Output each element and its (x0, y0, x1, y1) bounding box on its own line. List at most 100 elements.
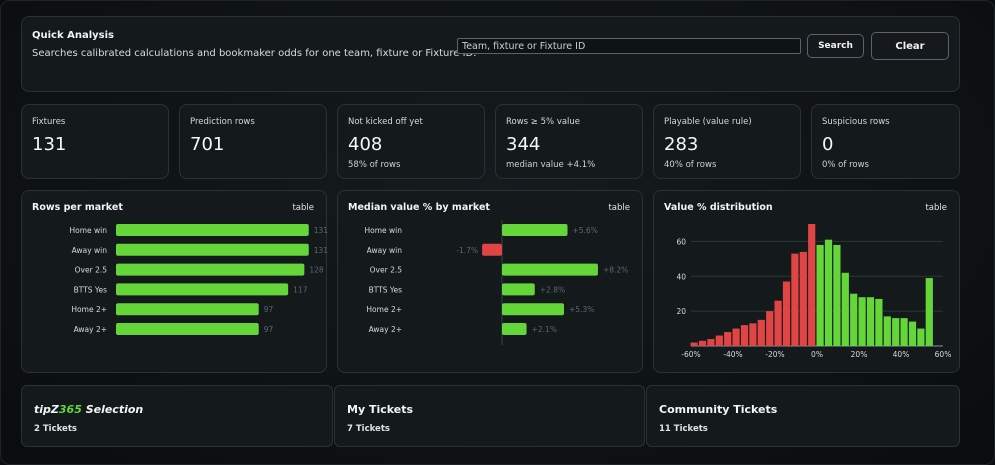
histogram-bar (732, 328, 740, 346)
rows-per-market-chart: Home win 131 Away win 131 Over 2.5 128 BTTS Ye… (21, 190, 328, 373)
tipz-selection-tile[interactable]: tipZ365 Selection 2 Tickets (21, 385, 333, 447)
search-button[interactable]: Search (807, 34, 864, 58)
bar (502, 224, 568, 236)
quick-analysis-panel: Quick Analysis Searches calibrated calcu… (21, 16, 960, 92)
stat-value: 0 (822, 134, 834, 155)
category-label: Over 2.5 (75, 266, 108, 275)
category-label: Away 2+ (74, 325, 107, 334)
bar (502, 263, 598, 276)
category-label: Away 2+ (369, 325, 402, 334)
value-label: -1.7% (456, 246, 478, 255)
histogram-bar (791, 253, 799, 346)
stat-sub: median value +4.1% (506, 160, 596, 170)
histogram-bar (774, 300, 782, 346)
value-label: +5.6% (573, 226, 598, 235)
community-tickets-tile[interactable]: Community Tickets 11 Tickets (646, 385, 960, 447)
stat-card-playable: Playable (value rule) 283 40% of rows (653, 104, 801, 179)
value-label: 128 (309, 266, 324, 275)
stat-label: Not kicked off yet (348, 117, 423, 127)
histogram-bar (841, 272, 849, 346)
histogram-bar (782, 281, 791, 346)
x-tick-label: 40% (893, 350, 910, 359)
my-tickets-tile[interactable]: My Tickets 7 Tickets (334, 385, 645, 447)
tipz-selection-title: tipZ365 Selection (34, 403, 143, 416)
bar (116, 323, 259, 335)
quick-analysis-description: Searches calibrated calculations and boo… (32, 48, 477, 59)
value-label: 97 (264, 325, 274, 334)
community-tickets-title: Community Tickets (659, 403, 778, 416)
stat-label: Suspicious rows (822, 117, 890, 127)
histogram-bar (749, 323, 757, 346)
histogram-bar (724, 332, 732, 346)
stat-card-suspicious: Suspicious rows 0 0% of rows (811, 104, 960, 179)
value-label: 97 (264, 305, 274, 314)
logo-text: tipZ (34, 403, 59, 416)
histogram-bar (925, 278, 933, 346)
histogram-bar (866, 297, 875, 346)
logo-accent: 365 (58, 403, 82, 416)
stat-sub: 0% of rows (822, 160, 869, 170)
stat-value: 283 (664, 134, 699, 155)
median-value-chart: Home win +5.6% Away win -1.7% Over 2.5 +8.2% B… (337, 190, 643, 373)
category-label: Home win (69, 226, 107, 235)
histogram-bar (850, 293, 858, 346)
histogram-bar (883, 316, 891, 346)
x-tick-label: -40% (723, 350, 742, 359)
table-link[interactable]: table (292, 203, 314, 213)
logo-rest: Selection (81, 403, 144, 416)
clear-button[interactable]: Clear (871, 32, 949, 60)
ticket-count: 11 Tickets (659, 424, 708, 434)
y-tick-label: 60 (676, 237, 686, 246)
stat-value: 344 (506, 134, 541, 155)
table-link[interactable]: table (608, 203, 630, 213)
ticket-count: 2 Tickets (34, 424, 77, 434)
value-label: +5.3% (569, 305, 594, 314)
value-distribution-chart: 20 40 60 -60% -40% -20% 0% 20% 40% 60% Value % di… (653, 190, 960, 373)
table-link[interactable]: table (925, 203, 947, 213)
chart-title: Value % distribution (664, 202, 773, 213)
category-label: BTTS Yes (369, 285, 403, 294)
value-label: +8.2% (603, 266, 628, 275)
histogram-bar (908, 321, 917, 346)
bar (116, 224, 309, 236)
bar (116, 243, 309, 256)
x-tick-label: 0% (811, 350, 823, 359)
stat-card-prediction-rows: Prediction rows 701 (179, 104, 327, 179)
bar (116, 303, 259, 316)
chart-title: Median value % by market (348, 202, 490, 213)
histogram-bar (900, 318, 908, 346)
value-label: 131 (314, 246, 328, 255)
bar (116, 263, 305, 276)
bar (482, 243, 502, 256)
stat-label: Rows ≥ 5% value (506, 117, 581, 127)
histogram-bar (740, 325, 749, 346)
category-label: Away win (72, 246, 108, 255)
histogram-bar (875, 298, 883, 346)
value-label: +2.8% (540, 285, 565, 294)
my-tickets-title: My Tickets (347, 403, 414, 416)
histogram-bar (690, 342, 698, 346)
x-tick-label: 60% (935, 350, 952, 359)
stat-label: Playable (value rule) (664, 117, 752, 127)
category-label: Away win (367, 246, 403, 255)
histogram-bar (816, 244, 824, 346)
histogram-bar (858, 297, 866, 346)
histogram-bar (698, 340, 707, 346)
stat-label: Prediction rows (190, 117, 255, 127)
rows-per-market-plot: Home win 131 Away win 131 Over 2.5 128 BTTS Ye… (69, 224, 328, 335)
histogram-bar (833, 244, 841, 346)
stat-value: 131 (32, 134, 67, 155)
stat-card-rows-value: Rows ≥ 5% value 344 median value +4.1% (495, 104, 643, 179)
bar (502, 303, 565, 316)
value-label: 131 (314, 226, 328, 235)
category-label: Home 2+ (366, 305, 402, 314)
stat-value: 701 (190, 134, 225, 155)
y-tick-label: 20 (676, 307, 686, 316)
search-input[interactable] (457, 38, 801, 54)
stat-value: 408 (348, 134, 383, 155)
stat-card-fixtures: Fixtures 131 (21, 104, 169, 179)
median-value-plot: Home win +5.6% Away win -1.7% Over 2.5 +8.2% B… (364, 220, 628, 345)
chart-title: Rows per market (32, 202, 123, 213)
value-label: +2.1% (532, 325, 557, 334)
histogram-bar (715, 335, 723, 346)
